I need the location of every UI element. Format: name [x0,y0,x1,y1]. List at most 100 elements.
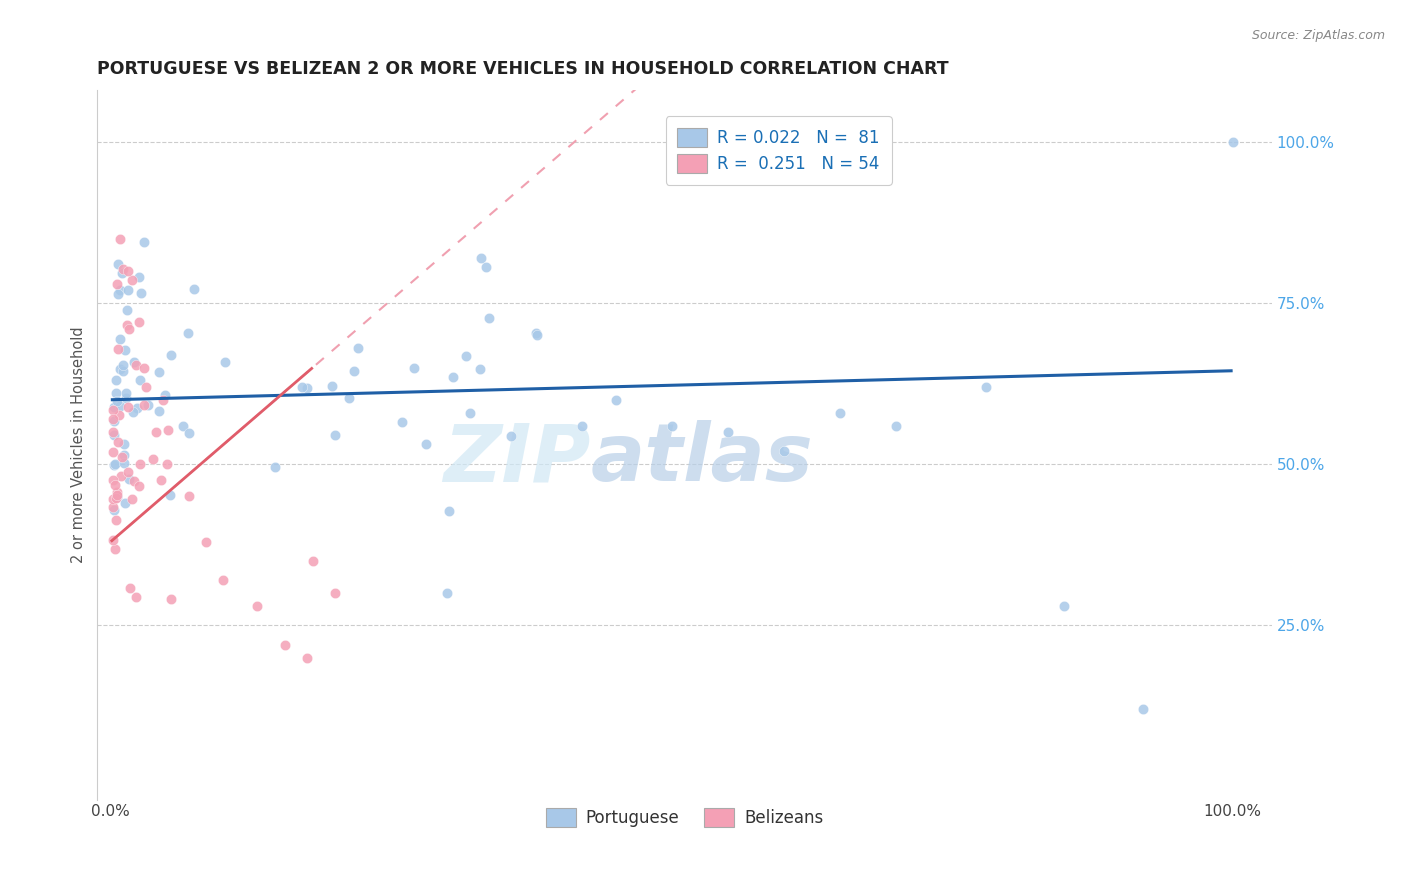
Point [105,485,128,500]
Point [105,386,128,401]
Point [156,423,179,437]
Point [125,359,148,373]
Point [121,273,143,287]
Text: PORTUGUESE VS BELIZEAN 2 OR MORE VEHICLES IN HOUSEHOLD CORRELATION CHART: PORTUGUESE VS BELIZEAN 2 OR MORE VEHICLE… [97,60,949,78]
Point [128,479,150,493]
Point [323,586,346,600]
Point [114,386,136,401]
Point [148,365,170,379]
Point [136,398,159,412]
Point [132,235,155,249]
Y-axis label: 2 or more Vehicles in Household: 2 or more Vehicles in Household [72,326,86,563]
Point [264,459,287,474]
Point [337,391,360,405]
Point [117,264,139,278]
Point [301,554,323,568]
Point [112,456,135,470]
Point [117,466,139,480]
Point [117,400,139,414]
Point [108,283,131,297]
Point [101,444,124,458]
Point [172,419,194,434]
Text: atlas: atlas [591,420,814,498]
Point [1053,599,1076,613]
Point [142,451,165,466]
Point [524,326,547,340]
Point [402,360,425,375]
Point [436,586,458,600]
Point [295,381,318,395]
Point [246,599,269,613]
Point [152,393,174,408]
Point [145,425,167,439]
Point [160,347,183,361]
Point [103,458,125,472]
Point [129,373,152,387]
Point [118,472,141,486]
Point [117,283,139,297]
Point [115,302,138,317]
Point [101,492,124,507]
Point [134,360,156,375]
Point [1132,702,1154,716]
Point [1222,135,1244,149]
Point [273,638,295,652]
Point [478,311,501,326]
Point [121,491,143,506]
Point [343,364,366,378]
Point [108,231,131,245]
Point [128,315,150,329]
Point [717,425,740,439]
Point [346,341,368,355]
Point [571,418,593,433]
Point [454,349,477,363]
Point [115,318,138,332]
Point [212,574,235,588]
Point [111,266,134,280]
Point [110,469,132,483]
Point [177,425,200,440]
Point [103,414,125,428]
Point [321,378,343,392]
Point [195,534,218,549]
Point [323,428,346,442]
Point [468,362,491,376]
Point [103,503,125,517]
Point [122,355,145,369]
Point [437,504,460,518]
Point [475,260,498,274]
Point [661,418,683,433]
Point [110,362,132,376]
Point [125,590,148,604]
Point [183,282,205,296]
Point [104,491,127,505]
Point [149,474,172,488]
Point [107,342,129,356]
Point [148,403,170,417]
Point [122,404,145,418]
Point [111,359,134,373]
Point [122,475,145,489]
Point [160,592,183,607]
Legend: Portuguese, Belizeans: Portuguese, Belizeans [538,801,831,834]
Point [114,343,136,358]
Text: Source: ZipAtlas.com: Source: ZipAtlas.com [1251,29,1385,43]
Point [108,333,131,347]
Point [103,400,125,414]
Point [441,369,464,384]
Point [773,444,796,458]
Point [128,270,150,285]
Point [415,437,437,451]
Point [458,406,481,420]
Point [214,355,236,369]
Point [101,500,124,515]
Point [470,251,492,265]
Point [111,262,134,277]
Point [107,409,129,423]
Point [391,415,413,429]
Point [132,398,155,412]
Point [605,392,627,407]
Point [129,458,152,472]
Point [114,448,136,462]
Point [974,380,997,394]
